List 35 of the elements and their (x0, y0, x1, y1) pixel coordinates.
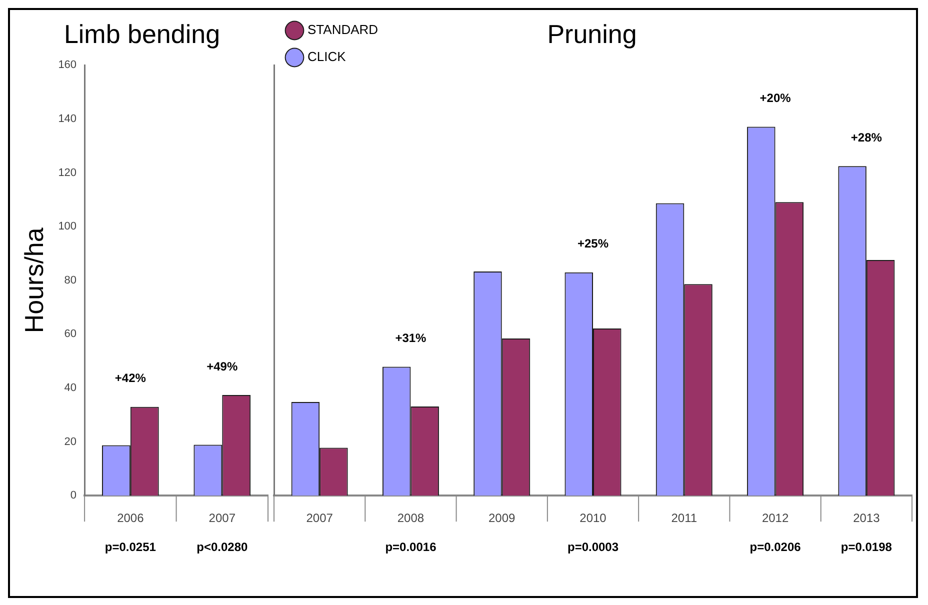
text: p=0.0251 (104, 540, 156, 554)
annotation: +28% (850, 130, 882, 144)
chart-title: Pruning (547, 18, 637, 49)
text: p=0.0198 (840, 540, 892, 554)
text: p=0.0016 (385, 540, 437, 554)
text: p=0.0003 (567, 540, 619, 554)
annotation: +25% (577, 236, 609, 251)
y-tick-label: 20 (64, 436, 77, 448)
annotation: +20% (760, 91, 792, 106)
text: p<0.0280 (196, 540, 248, 554)
y-tick-label: 0 (70, 490, 77, 502)
y-tick-label: 140 (58, 113, 77, 126)
x-tick-label: 2011 (671, 511, 698, 526)
y-tick-label: 40 (64, 382, 77, 394)
y-tick-label: 80 (64, 274, 77, 286)
x-tick-label: 2008 (397, 511, 424, 526)
x-tick-label: 2007 (208, 511, 236, 526)
y-tick-label: 100 (58, 220, 77, 233)
annotation: +49% (206, 359, 238, 374)
annotation: +42% (114, 371, 146, 386)
y-tick-label: 120 (58, 166, 77, 179)
y-axis-title: Hours/ha (18, 227, 49, 334)
annotation: +31% (395, 331, 427, 346)
x-tick-label: 2013 (853, 511, 880, 526)
x-tick-label: 2007 (306, 511, 334, 526)
y-tick-label: 160 (58, 59, 77, 72)
x-tick-label: 2012 (762, 511, 789, 526)
y-tick-label: 60 (64, 328, 77, 340)
x-tick-label: 2006 (117, 511, 144, 526)
legend-label: CLICK (308, 49, 346, 64)
x-tick-label: 2009 (488, 511, 516, 526)
x-tick-label: 2010 (580, 511, 607, 526)
chart-title: Limb bending (64, 18, 220, 49)
text: p=0.0206 (750, 540, 802, 554)
legend-label: STANDARD (308, 22, 378, 38)
